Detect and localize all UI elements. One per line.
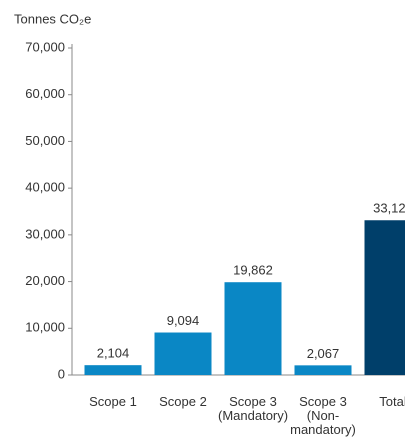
x-tick-label: Scope 3 (Mandatory)	[218, 394, 289, 423]
y-tick-label: 50,000	[25, 133, 65, 148]
y-tick-label: 0	[58, 366, 65, 381]
bar	[294, 365, 352, 375]
y-tick-label: 20,000	[25, 273, 65, 288]
y-tick-label: 10,000	[25, 320, 65, 335]
bar	[364, 220, 405, 375]
data-label: 2,067	[307, 346, 340, 361]
bar	[154, 332, 212, 375]
data-label: 19,862	[233, 263, 273, 278]
x-tick-label: Total	[379, 394, 405, 409]
y-tick-label: 40,000	[25, 180, 65, 195]
data-label: 9,094	[167, 313, 200, 328]
y-tick-label: 70,000	[25, 39, 65, 54]
bar	[224, 282, 282, 375]
y-tick-label: 30,000	[25, 226, 65, 241]
data-label: 2,104	[97, 346, 130, 361]
data-label: 33,127	[373, 201, 405, 216]
y-tick-label: 60,000	[25, 86, 65, 101]
bar	[84, 365, 142, 375]
x-tick-label: Scope 1	[89, 394, 137, 409]
x-tick-label: Scope 2	[159, 394, 207, 409]
x-tick-label: Scope 3 (Non-mandatory)	[290, 394, 356, 437]
y-axis-label: Tonnes CO₂e	[14, 11, 91, 26]
